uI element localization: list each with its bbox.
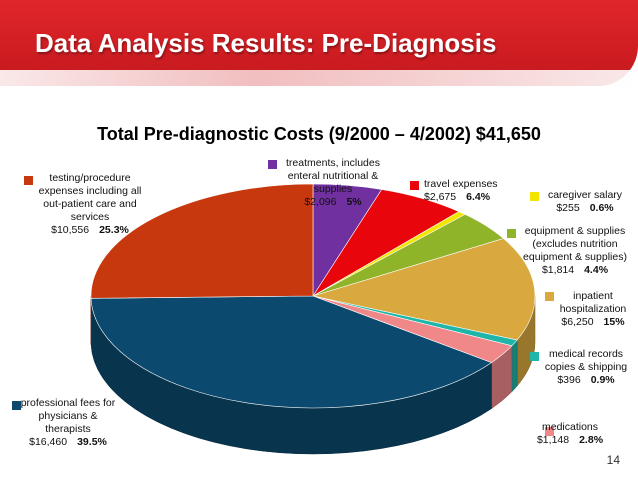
label-equipment: equipment & supplies (excludes nutrition… [520,225,630,277]
pie-slice-7 [90,295,493,409]
label-inpatient-amount: $6,250 [561,316,594,328]
label-medical-records-percent: 0.9% [590,374,615,386]
pie-slice-8 [90,183,314,299]
label-caregiver: caregiver salary $255 0.6% [540,189,630,215]
label-medications: medications $1,148 2.8% [530,421,610,447]
label-testing-amount: $10,556 [51,224,90,236]
label-medications-percent: 2.8% [579,434,604,446]
label-treatments: treatments, includes enteral nutritional… [278,157,388,209]
label-travel: travel expenses $2,675 6.4% [424,178,514,204]
label-testing-name: testing/procedure expenses including all… [38,172,142,223]
label-professional-fees: professional fees for physicians & thera… [20,397,116,449]
label-travel-amount: $2,675 [424,191,457,203]
label-professional-fees-amount: $16,460 [29,436,68,448]
label-medical-records-name: medical records copies & shipping [544,348,628,373]
legend-swatch-medications [545,427,554,436]
label-medications-name: medications [541,421,599,433]
label-testing: testing/procedure expenses including all… [34,172,146,237]
label-inpatient-name: inpatient hospitalization [559,290,627,315]
label-medical-records: medical records copies & shipping $396 0.… [540,348,632,387]
pie-slice-4 [311,238,536,341]
label-treatments-percent: 5% [346,196,362,208]
label-medical-records-amount: $396 [557,374,581,386]
legend-swatch-professional-fees [12,401,21,410]
label-testing-percent: 25.3% [99,224,129,236]
label-equipment-amount: $1,814 [541,264,575,276]
label-treatments-amount: $2,096 [304,196,337,208]
label-caregiver-percent: 0.6% [589,202,614,214]
legend-swatch-treatments [268,160,277,169]
slide-title: Data Analysis Results: Pre-Diagnosis [35,28,497,58]
label-travel-name: travel expenses [424,178,498,190]
label-caregiver-name: caregiver salary [547,189,623,201]
label-inpatient-percent: 15% [603,316,625,328]
legend-swatch-equipment [507,229,516,238]
label-medications-amount: $1,148 [536,434,570,446]
label-equipment-name: equipment & supplies (excludes nutrition… [523,225,627,263]
legend-swatch-medical-records [530,352,539,361]
chart-title: Total Pre-diagnostic Costs (9/2000 – 4/2… [97,124,541,144]
label-caregiver-amount: $255 [556,202,580,214]
label-inpatient: inpatient hospitalization $6,250 15% [554,290,632,329]
legend-swatch-inpatient [545,292,554,301]
label-professional-fees-name: professional fees for physicians & thera… [20,397,116,435]
pie-slice-side-5-0 [511,339,518,393]
label-equipment-percent: 4.4% [584,264,609,276]
legend-swatch-caregiver [530,192,539,201]
banner-stripe [0,70,638,86]
label-professional-fees-percent: 39.5% [77,436,107,448]
legend-swatch-travel [410,181,419,190]
label-travel-percent: 6.4% [466,191,491,203]
legend-swatch-testing [24,176,33,185]
label-treatments-name: treatments, includes enteral nutritional… [286,157,380,195]
page-number: 14 [606,453,620,467]
